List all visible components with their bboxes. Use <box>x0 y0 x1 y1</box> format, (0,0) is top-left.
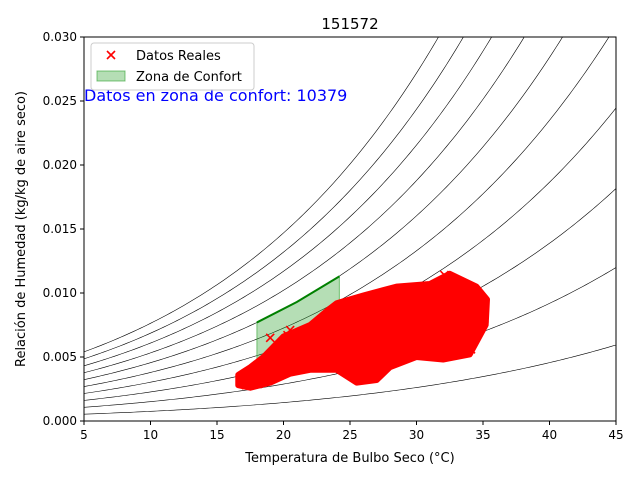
data-point <box>374 353 384 363</box>
data-point <box>397 346 407 356</box>
data-point <box>389 287 399 297</box>
data-point <box>300 348 310 358</box>
x-tick-label: 15 <box>209 428 224 442</box>
data-point <box>236 376 246 386</box>
data-point <box>253 379 263 389</box>
x-tick-label: 45 <box>608 428 623 442</box>
y-axis-ticks: 0.000 0.005 0.010 0.015 0.020 0.025 0.030 <box>43 30 84 428</box>
data-point <box>356 342 366 352</box>
legend-marker-zona-confort <box>96 70 126 82</box>
data-point <box>411 316 422 326</box>
data-points-layer <box>235 270 490 391</box>
y-tick-label: 0.030 <box>43 30 77 44</box>
rh-curve-90 <box>84 37 464 360</box>
y-tick-label: 0.020 <box>43 158 77 172</box>
legend-box <box>90 42 255 91</box>
data-point <box>285 325 295 335</box>
data-point <box>427 283 438 293</box>
comfort-zone-upper-edge <box>256 275 340 324</box>
y-tick-label: 0.015 <box>43 222 77 236</box>
data-point <box>340 338 350 348</box>
data-point <box>479 314 489 324</box>
y-tick-label: 0.005 <box>43 350 77 364</box>
x-tick-label: 30 <box>409 428 424 442</box>
data-point <box>370 370 380 380</box>
data-point <box>466 344 476 354</box>
data-point <box>463 287 473 297</box>
x-axis-label: Temperatura de Bulbo Seco (°C) <box>244 451 454 466</box>
rh-curve-50 <box>84 37 610 387</box>
chart-title: 151572 <box>321 15 378 33</box>
data-point <box>402 292 412 302</box>
x-tick-label: 25 <box>342 428 357 442</box>
data-point <box>457 297 467 307</box>
data-point <box>318 340 328 351</box>
data-point <box>435 349 446 360</box>
data-point <box>364 293 374 303</box>
data-point <box>349 372 359 383</box>
data-point <box>316 352 326 362</box>
data-point <box>272 365 282 375</box>
data-point <box>325 308 335 319</box>
x-tick-label: 10 <box>143 428 158 442</box>
y-tick-label: 0.000 <box>43 414 77 428</box>
data-point <box>294 358 305 368</box>
data-point <box>475 305 485 315</box>
x-tick-label: 40 <box>542 428 557 442</box>
data-point <box>241 380 251 390</box>
y-tick-label: 0.025 <box>43 94 77 108</box>
data-point <box>309 326 319 336</box>
data-point <box>407 303 418 313</box>
legend-label-datos-reales: Datos Reales <box>136 49 221 64</box>
data-point <box>258 369 269 379</box>
legend-marker-datos-reales <box>106 50 116 60</box>
x-axis-ticks: 5 10 15 20 25 30 35 40 45 <box>80 421 624 442</box>
data-point <box>289 337 299 347</box>
data-point <box>439 270 449 280</box>
x-tick-label: 35 <box>475 428 490 442</box>
x-tick-label: 20 <box>276 428 291 442</box>
rh-curve-100 <box>84 37 439 353</box>
data-point <box>417 337 427 347</box>
rh-curves <box>84 37 616 415</box>
data-point <box>360 307 370 317</box>
rh-curve-60 <box>84 37 563 380</box>
comfort-count-annotation: Datos en zona de confort: 10379 <box>84 86 347 105</box>
rh-curve-80 <box>84 37 492 367</box>
legend: Datos Reales Zona de Confort <box>90 42 255 91</box>
legend-label-zona-confort: Zona de Confort <box>136 70 242 85</box>
data-point <box>447 328 457 338</box>
y-axis-label: Relación de Humedad (kg/kg de aire seco) <box>14 91 29 367</box>
rh-curve-10 <box>84 344 616 415</box>
x-tick-label: 5 <box>80 428 88 442</box>
y-tick-label: 0.010 <box>43 286 77 300</box>
rh-curve-70 <box>84 37 525 374</box>
data-point <box>332 361 342 371</box>
data-point <box>380 317 390 328</box>
data-point <box>265 333 275 343</box>
